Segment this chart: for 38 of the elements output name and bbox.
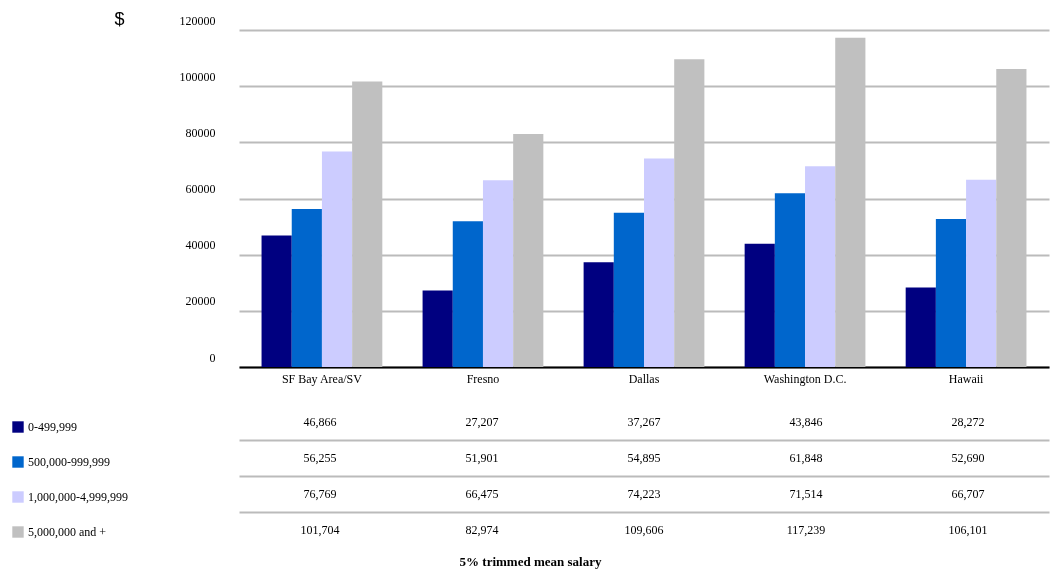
y-axis-title: $	[114, 8, 125, 29]
data-label: 27,207	[465, 415, 499, 429]
data-label: 43,846	[789, 415, 823, 429]
data-label: 117,239	[786, 523, 826, 537]
data-label: 66,707	[951, 487, 985, 501]
data-label: 46,866	[303, 415, 337, 429]
legend-label: 5,000,000 and +	[28, 525, 107, 539]
data-label: 76,769	[303, 487, 337, 501]
data-label: 52,690	[951, 451, 985, 465]
data-label: 106,101	[948, 523, 988, 537]
x-tick-label: Hawaii	[948, 371, 985, 386]
data-label: 56,255	[303, 451, 337, 465]
data-label: 71,514	[789, 487, 823, 501]
data-label: 66,475	[465, 487, 499, 501]
data-label: 54,895	[627, 451, 661, 465]
legend-label: 500,000-999,999	[28, 455, 110, 469]
data-label: 51,901	[465, 451, 499, 465]
x-tick-label: Dallas	[628, 371, 660, 386]
data-label: 74,223	[627, 487, 661, 501]
y-tick-label: 20000	[185, 294, 216, 309]
y-tick-label: 120000	[179, 13, 216, 28]
data-label: 101,704	[300, 523, 340, 537]
legend-label: 1,000,000-4,999,999	[28, 490, 128, 504]
x-tick-label: Washington D.C.	[763, 371, 847, 386]
data-label: 37,267	[627, 415, 661, 429]
data-label: 61,848	[789, 451, 823, 465]
x-tick-label: SF Bay Area/SV	[281, 371, 363, 386]
legend-label: 0-499,999	[28, 420, 77, 434]
y-tick-label: 60000	[185, 182, 216, 196]
y-tick-label: 0	[209, 350, 216, 365]
data-label: 82,974	[465, 523, 499, 537]
text: 5% trimmed mean salary	[459, 554, 602, 569]
data-label: 109,606	[624, 523, 664, 537]
y-tick-label: 100000	[179, 69, 216, 84]
x-tick-label: Fresno	[466, 371, 500, 386]
data-label: 28,272	[951, 415, 985, 429]
y-tick-label: 40000	[185, 238, 216, 253]
y-tick-label: 80000	[185, 125, 216, 140]
